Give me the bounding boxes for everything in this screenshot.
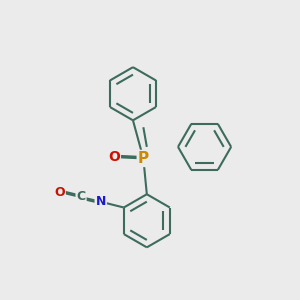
Text: C: C (76, 190, 85, 203)
Text: P: P (138, 151, 149, 166)
Text: O: O (54, 186, 65, 199)
Text: N: N (95, 194, 106, 208)
Text: O: O (108, 150, 120, 164)
